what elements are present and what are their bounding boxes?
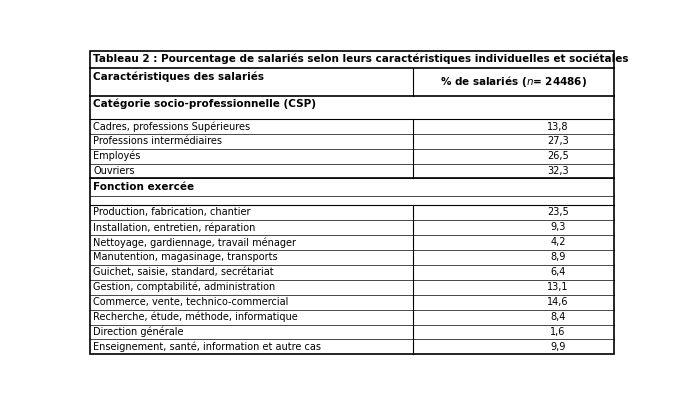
Text: 23,5: 23,5: [547, 207, 569, 217]
Text: 1,6: 1,6: [550, 327, 565, 337]
Text: Direction générale: Direction générale: [93, 327, 184, 337]
Text: Employés: Employés: [93, 151, 141, 162]
Text: 4,2: 4,2: [550, 237, 565, 247]
Text: 13,8: 13,8: [547, 122, 569, 132]
Text: Production, fabrication, chantier: Production, fabrication, chantier: [93, 207, 251, 217]
Text: Catégorie socio-professionnelle (CSP): Catégorie socio-professionnelle (CSP): [93, 99, 316, 109]
Text: 26,5: 26,5: [547, 151, 569, 161]
Text: 8,4: 8,4: [550, 312, 565, 322]
Text: Ouvriers: Ouvriers: [93, 166, 135, 176]
Text: Commerce, vente, technico-commercial: Commerce, vente, technico-commercial: [93, 297, 289, 307]
Text: Professions intermédiaires: Professions intermédiaires: [93, 136, 223, 146]
Text: 9,9: 9,9: [550, 342, 565, 352]
Text: 14,6: 14,6: [547, 297, 569, 307]
Text: Caractéristiques des salariés: Caractéristiques des salariés: [93, 71, 264, 82]
Text: % de salariés ($\mathit{n}$= 24486): % de salariés ($\mathit{n}$= 24486): [440, 74, 587, 89]
Text: 13,1: 13,1: [547, 282, 569, 292]
Text: 9,3: 9,3: [550, 223, 565, 233]
Text: Tableau 2 : Pourcentage de salariés selon leurs caractéristiques individuelles e: Tableau 2 : Pourcentage de salariés selo…: [93, 54, 629, 64]
Text: Guichet, saisie, standard, secrétariat: Guichet, saisie, standard, secrétariat: [93, 267, 274, 277]
Text: Gestion, comptabilité, administration: Gestion, comptabilité, administration: [93, 282, 275, 292]
Text: Enseignement, santé, information et autre cas: Enseignement, santé, information et autr…: [93, 342, 322, 352]
Text: 8,9: 8,9: [550, 252, 565, 262]
Text: 32,3: 32,3: [547, 166, 569, 176]
Text: Recherche, étude, méthode, informatique: Recherche, étude, méthode, informatique: [93, 312, 298, 322]
Text: Cadres, professions Supérieures: Cadres, professions Supérieures: [93, 121, 251, 132]
Text: 27,3: 27,3: [547, 136, 569, 146]
Text: Fonction exercée: Fonction exercée: [93, 182, 194, 192]
Text: Nettoyage, gardiennage, travail ménager: Nettoyage, gardiennage, travail ménager: [93, 237, 296, 247]
Text: 6,4: 6,4: [550, 267, 565, 277]
Text: Installation, entretien, réparation: Installation, entretien, réparation: [93, 222, 256, 233]
Text: Manutention, magasinage, transports: Manutention, magasinage, transports: [93, 252, 278, 262]
